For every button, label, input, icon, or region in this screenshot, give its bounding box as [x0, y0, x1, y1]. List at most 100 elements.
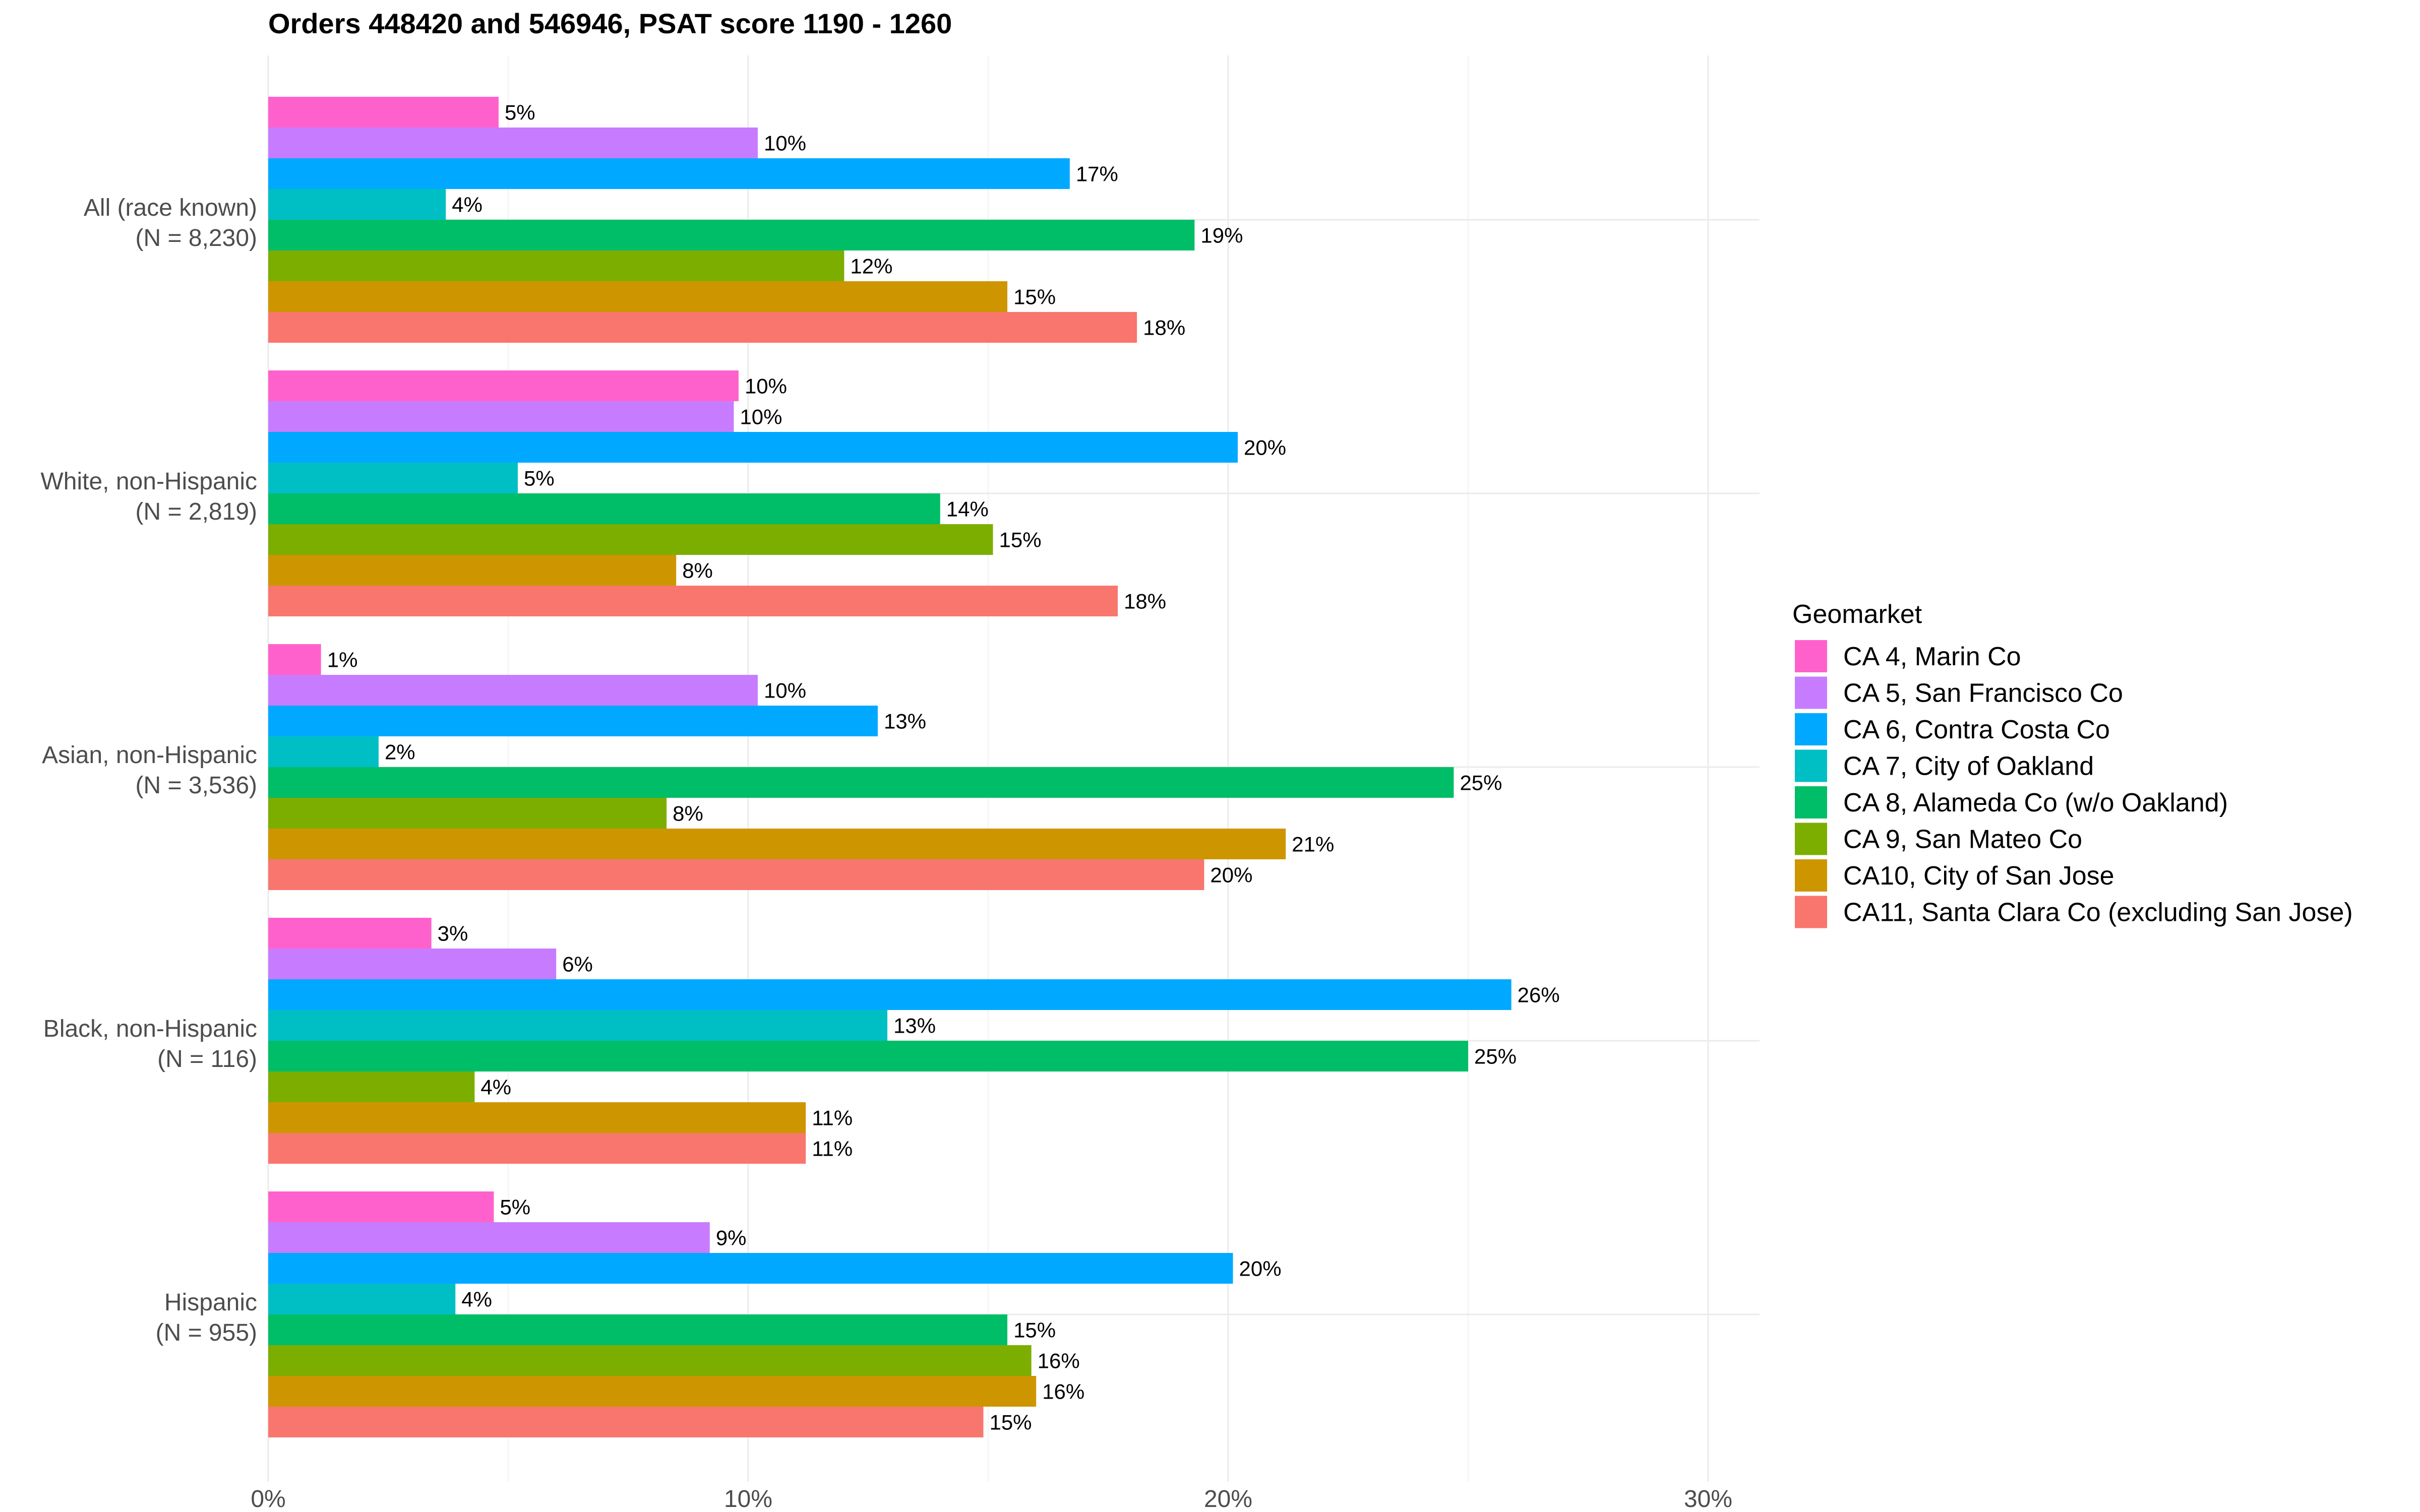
legend-key	[1795, 823, 1827, 855]
data-label: 16%	[1038, 1349, 1080, 1373]
bar	[268, 767, 1454, 798]
bar	[268, 1284, 456, 1314]
data-label: 9%	[716, 1226, 747, 1250]
bar	[268, 1314, 1008, 1345]
bar	[268, 401, 734, 432]
bar	[268, 706, 878, 736]
data-label: 4%	[452, 193, 482, 217]
data-label: 18%	[1124, 590, 1166, 613]
data-label: 10%	[740, 405, 782, 429]
data-label: 16%	[1042, 1380, 1084, 1404]
bar	[268, 220, 1195, 250]
legend-label: CA11, Santa Clara Co (excluding San Jose…	[1843, 898, 2353, 927]
category-label: All (race known) (N = 8,230)	[84, 195, 257, 251]
data-label: 5%	[524, 467, 555, 490]
bar	[268, 949, 557, 979]
bar	[268, 979, 1511, 1010]
legend-label: CA 5, San Francisco Co	[1843, 679, 2123, 708]
data-label: 4%	[480, 1076, 511, 1099]
bar	[268, 1102, 806, 1133]
data-label: 25%	[1474, 1045, 1517, 1068]
bar	[268, 829, 1286, 859]
data-label: 5%	[505, 101, 535, 124]
bar	[268, 524, 993, 555]
data-label: 8%	[682, 559, 713, 583]
legend-key	[1795, 896, 1827, 928]
legend-key	[1795, 640, 1827, 672]
bar	[268, 1222, 710, 1253]
bar	[268, 432, 1238, 463]
bar	[268, 918, 432, 949]
data-label: 15%	[989, 1411, 1032, 1434]
bar	[268, 493, 940, 524]
bar	[268, 1041, 1468, 1072]
data-label: 13%	[884, 710, 926, 733]
bar	[268, 1345, 1032, 1376]
chart-title: Orders 448420 and 546946, PSAT score 119…	[268, 8, 952, 39]
bars	[268, 97, 1511, 1437]
data-label: 21%	[1292, 833, 1334, 856]
data-labels: 5% 10% 17% 4% 19% 12% 15% 18% 10% 10% 20% 5% 14% 15% 8…	[327, 101, 1560, 1434]
data-label: 5%	[500, 1195, 530, 1219]
data-label: 25%	[1460, 771, 1502, 795]
category-label: Asian, non-Hispanic (N = 3,536)	[42, 742, 257, 799]
data-label: 3%	[438, 922, 468, 946]
data-label: 20%	[1244, 436, 1286, 460]
legend-label: CA 4, Marin Co	[1843, 642, 2021, 671]
bar	[268, 97, 499, 128]
bar	[268, 1133, 806, 1164]
bar	[268, 128, 758, 158]
legend-label: CA 8, Alameda Co (w/o Oakland)	[1843, 788, 2228, 817]
data-label: 17%	[1076, 162, 1118, 186]
category-label: Hispanic (N = 955)	[156, 1289, 257, 1346]
data-label: 10%	[764, 132, 806, 155]
data-label: 26%	[1518, 983, 1560, 1007]
legend-key	[1795, 713, 1827, 745]
data-label: 20%	[1239, 1257, 1282, 1281]
data-label: 11%	[812, 1106, 853, 1130]
data-label: 1%	[327, 648, 358, 672]
legend-label: CA 9, San Mateo Co	[1843, 825, 2082, 854]
data-label: 14%	[946, 497, 989, 521]
x-tick-label: 0%	[251, 1486, 285, 1512]
bar	[268, 1407, 984, 1437]
bar	[268, 1072, 475, 1102]
bar	[268, 158, 1070, 189]
bar	[268, 370, 739, 401]
legend-key	[1795, 786, 1827, 818]
bar	[268, 644, 321, 675]
data-label: 6%	[562, 953, 593, 976]
bar	[268, 555, 677, 586]
bar	[268, 1010, 888, 1041]
data-label: 10%	[745, 374, 787, 398]
x-tick-label: 10%	[724, 1486, 772, 1512]
legend: Geomarket CA 4, Marin Co CA 5, San Franci…	[1792, 600, 2353, 928]
bar	[268, 675, 758, 706]
data-label: 13%	[893, 1014, 936, 1038]
category-label: Black, non-Hispanic (N = 116)	[43, 1016, 257, 1073]
bar	[268, 859, 1204, 890]
data-label: 15%	[1013, 1318, 1056, 1342]
legend-label: CA10, City of San Jose	[1843, 861, 2114, 891]
bar	[268, 736, 379, 767]
legend-title: Geomarket	[1792, 600, 1922, 629]
bar	[268, 189, 446, 220]
bar	[268, 798, 667, 829]
category-label: White, non-Hispanic (N = 2,819)	[40, 468, 257, 525]
data-label: 15%	[1013, 285, 1056, 309]
data-label: 2%	[385, 740, 415, 764]
data-label: 11%	[812, 1137, 853, 1161]
data-label: 15%	[999, 528, 1042, 552]
data-label: 19%	[1200, 224, 1243, 247]
legend-key	[1795, 859, 1827, 892]
data-label: 20%	[1210, 863, 1252, 887]
bar	[268, 586, 1118, 616]
x-axis: 0% 10% 20% 30%	[251, 1486, 1732, 1512]
legend-key	[1795, 676, 1827, 709]
data-label: 18%	[1143, 316, 1185, 340]
data-label: 8%	[673, 802, 703, 826]
x-tick-label: 30%	[1684, 1486, 1732, 1512]
bar	[268, 312, 1137, 343]
bar	[268, 1191, 494, 1222]
